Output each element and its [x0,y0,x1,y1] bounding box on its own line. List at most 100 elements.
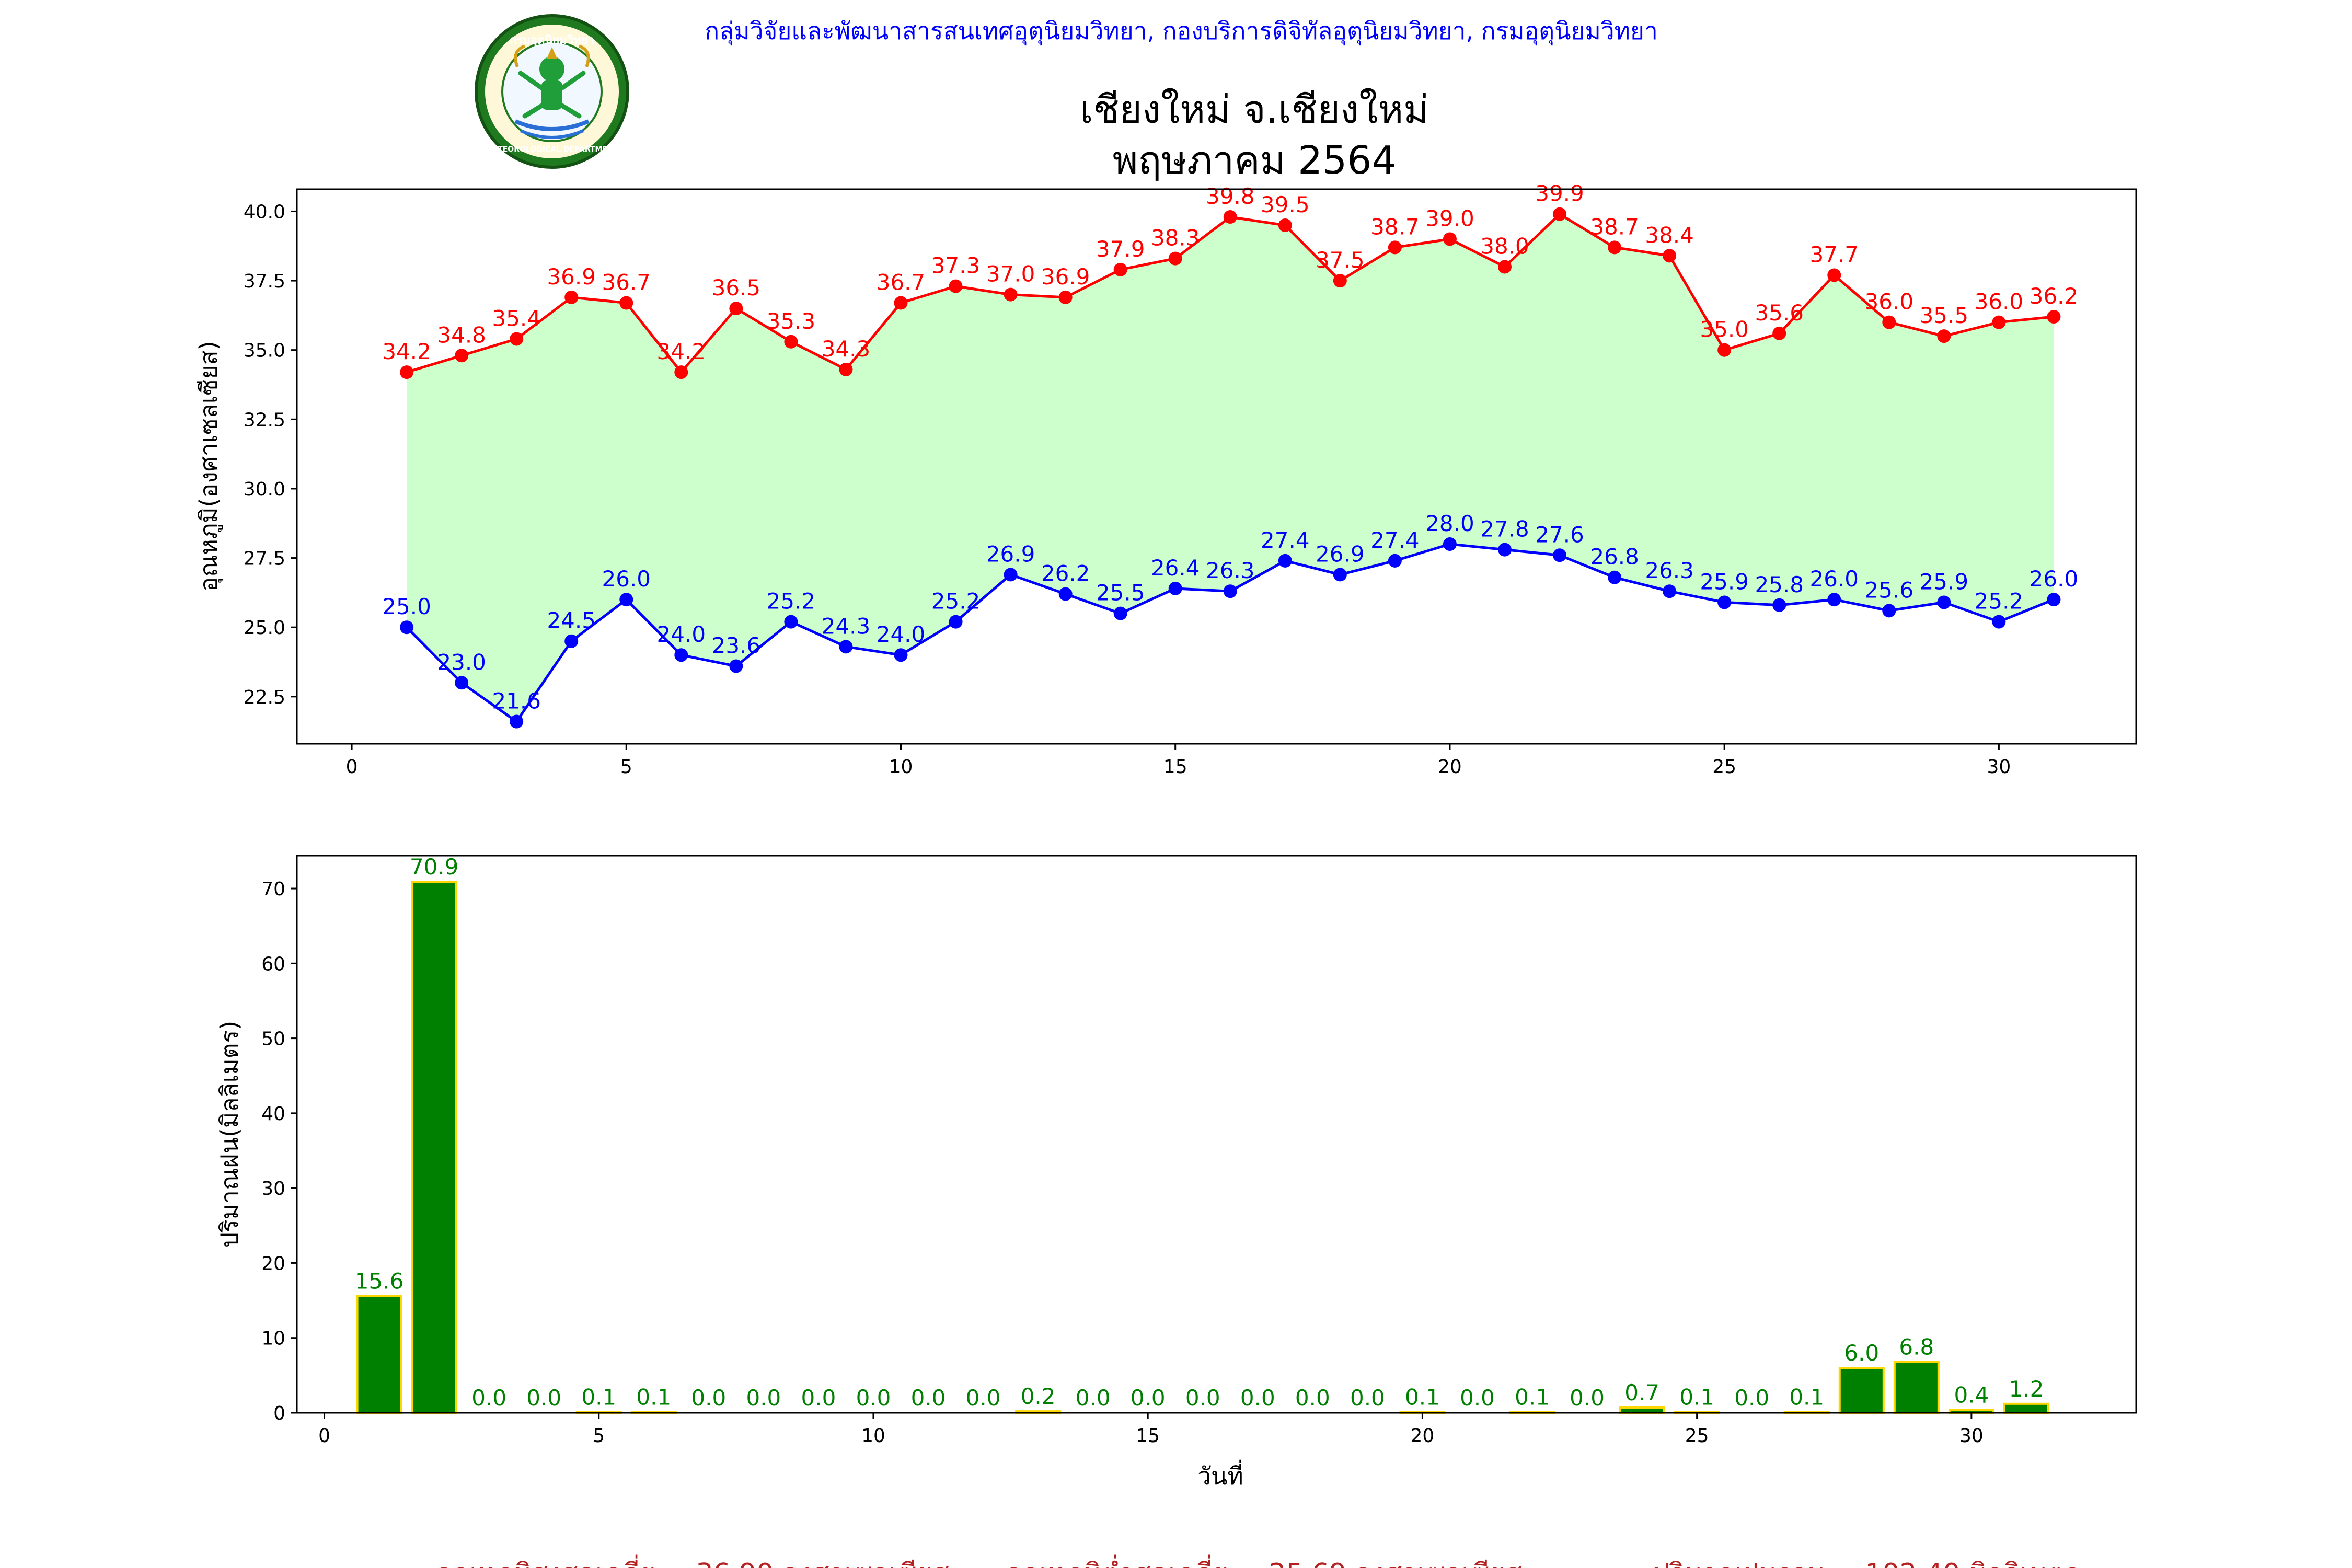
rainfall-label: 0.0 [856,1385,891,1411]
temperature-series [400,207,2061,729]
rainfall-bar [1838,1367,1885,1414]
min-temperature-label: 26.9 [1316,541,1365,567]
max-temperature-point [1058,290,1073,304]
min-temperature-label: 26.0 [602,566,651,592]
rainfall-bar [1893,1361,1940,1414]
temperature-chart: 34.234.835.436.9 36.734.236.535.334.336.7… [194,181,2137,778]
max-temperature-point [1608,240,1622,255]
min-temperature-label: 21.6 [492,688,541,714]
rainfall-label: 0.0 [1131,1385,1166,1411]
min-temperature-point [455,676,469,690]
min-temperature-label: 25.6 [1865,577,1914,603]
max-temperature-point [729,302,743,316]
max-temperature-point [1717,343,1732,357]
y-tick-label: 35.0 [244,340,285,362]
min-temperature-point [1553,548,1567,562]
y-tick-label: 40.0 [244,201,285,223]
rainfall-label: 1.2 [2009,1376,2044,1402]
min-temperature-point [784,615,798,629]
min-temperature-label: 27.4 [1370,527,1420,553]
min-temperature-label: 26.0 [1809,566,1859,592]
max-temperature-point [1113,262,1127,276]
rainfall-y-axis-label: ปริมาณฝน(มิลลิเมตร) [215,1021,244,1248]
max-temperature-point [1004,287,1018,302]
x-tick-label: 25 [1712,756,1736,778]
min-temperature-label: 25.0 [382,594,431,619]
min-temperature-label: 26.8 [1590,544,1639,570]
x-tick-label: 30 [1987,756,2011,778]
max-temperature-label: 35.0 [1700,317,1749,342]
min-temperature-label: 25.8 [1755,572,1804,597]
meteorological-department-seal-icon [475,14,629,169]
max-temperature-label: 39.0 [1425,205,1474,231]
x-tick-label: 5 [620,756,632,778]
max-temperature-point [1882,315,1896,329]
min-temperature-label: 26.9 [986,541,1035,567]
min-temperature-label: 26.4 [1151,555,1200,581]
min-temperature-label: 23.0 [437,649,486,675]
rainfall-plot-frame [296,855,2137,1414]
rainfall-label: 0.0 [1076,1385,1111,1411]
max-temperature-label: 36.9 [547,264,596,290]
logo-text-top: กรมอุตุนิยมวิทยา [510,34,594,48]
max-temperature-point [619,296,633,310]
x-tick-label: 30 [1959,1425,1984,1447]
rainfall-bars [356,881,2049,1414]
temperature-y-axis-label: อุณหภูมิ(องศาเซลเซียส) [194,341,224,591]
min-temperature-label: 27.4 [1261,527,1310,553]
agency-line: กลุ่มวิจัยและพัฒนาสารสนเทศอุตุนิยมวิทยา,… [705,17,1658,46]
min-temperature-point [1443,537,1457,551]
rainfall-label: 0.1 [1515,1385,1550,1410]
y-tick-label: 0 [273,1403,285,1424]
max-temperature-point [2047,310,2061,324]
min-temperature-label: 25.9 [1700,569,1749,594]
max-temperature-label: 37.9 [1096,236,1145,262]
y-tick-label: 40 [261,1103,285,1125]
min-temperature-label: 25.5 [1096,580,1145,606]
rainfall-label: 0.1 [1405,1385,1440,1410]
max-temperature-label: 35.5 [1920,303,1969,328]
min-temperature-label: 24.5 [547,608,596,633]
rainfall-label: 0.1 [1679,1385,1714,1410]
max-temperature-label: 38.7 [1370,214,1420,239]
rainfall-label: 0.0 [471,1385,506,1411]
rainfall-label: 15.6 [355,1268,404,1294]
x-tick-label: 20 [1438,756,1462,778]
max-temperature-label: 38.7 [1590,214,1639,239]
max-temperature-label: 39.5 [1261,192,1310,217]
min-temperature-point [894,648,908,662]
x-tick-label: 0 [346,756,358,778]
max-temperature-label: 35.6 [1755,300,1804,326]
rainfall-label: 6.8 [1899,1334,1934,1360]
rainfall-label: 0.0 [966,1385,1001,1411]
min-temperature-label: 26.3 [1206,558,1255,583]
rainfall-label: 0.0 [1295,1385,1330,1411]
max-temperature-point [510,332,524,346]
rainfall-label: 0.0 [691,1385,726,1411]
rainfall-label: 0.0 [1734,1385,1769,1411]
y-tick-label: 20 [261,1253,285,1274]
y-tick-label: 50 [261,1029,285,1050]
max-temperature-point [839,362,853,376]
max-temperature-label: 35.3 [767,308,816,334]
max-temperature-point [1663,249,1677,263]
temperature-range-fill [407,214,2054,722]
max-temperature-label: 36.5 [712,275,761,301]
max-temperature-point [1388,240,1402,255]
min-temperature-point [1223,584,1237,598]
min-temperature-label: 26.2 [1041,561,1090,586]
max-temperature-label: 34.8 [437,322,486,348]
min-temperature-point [1937,595,1951,609]
min-temperature-label: 25.2 [767,589,816,614]
x-tick-label: 5 [593,1425,605,1447]
min-temperature-label: 25.2 [931,589,981,614]
chart-title-line2: พฤษภาคม 2564 [1113,138,1397,183]
max-temperature-point [1497,260,1512,274]
max-temperature-point [949,279,963,293]
min-temperature-point [1772,598,1786,612]
max-temperature-label: 36.7 [602,270,651,295]
temperature-axis-ticks: 0 5 10 15 20 25 30 22.5 25.0 27.5 30.0 32.5 35.0 37.5… [244,201,2011,778]
min-temperature-point [1113,606,1127,620]
rainfall-bar [2003,1402,2049,1414]
